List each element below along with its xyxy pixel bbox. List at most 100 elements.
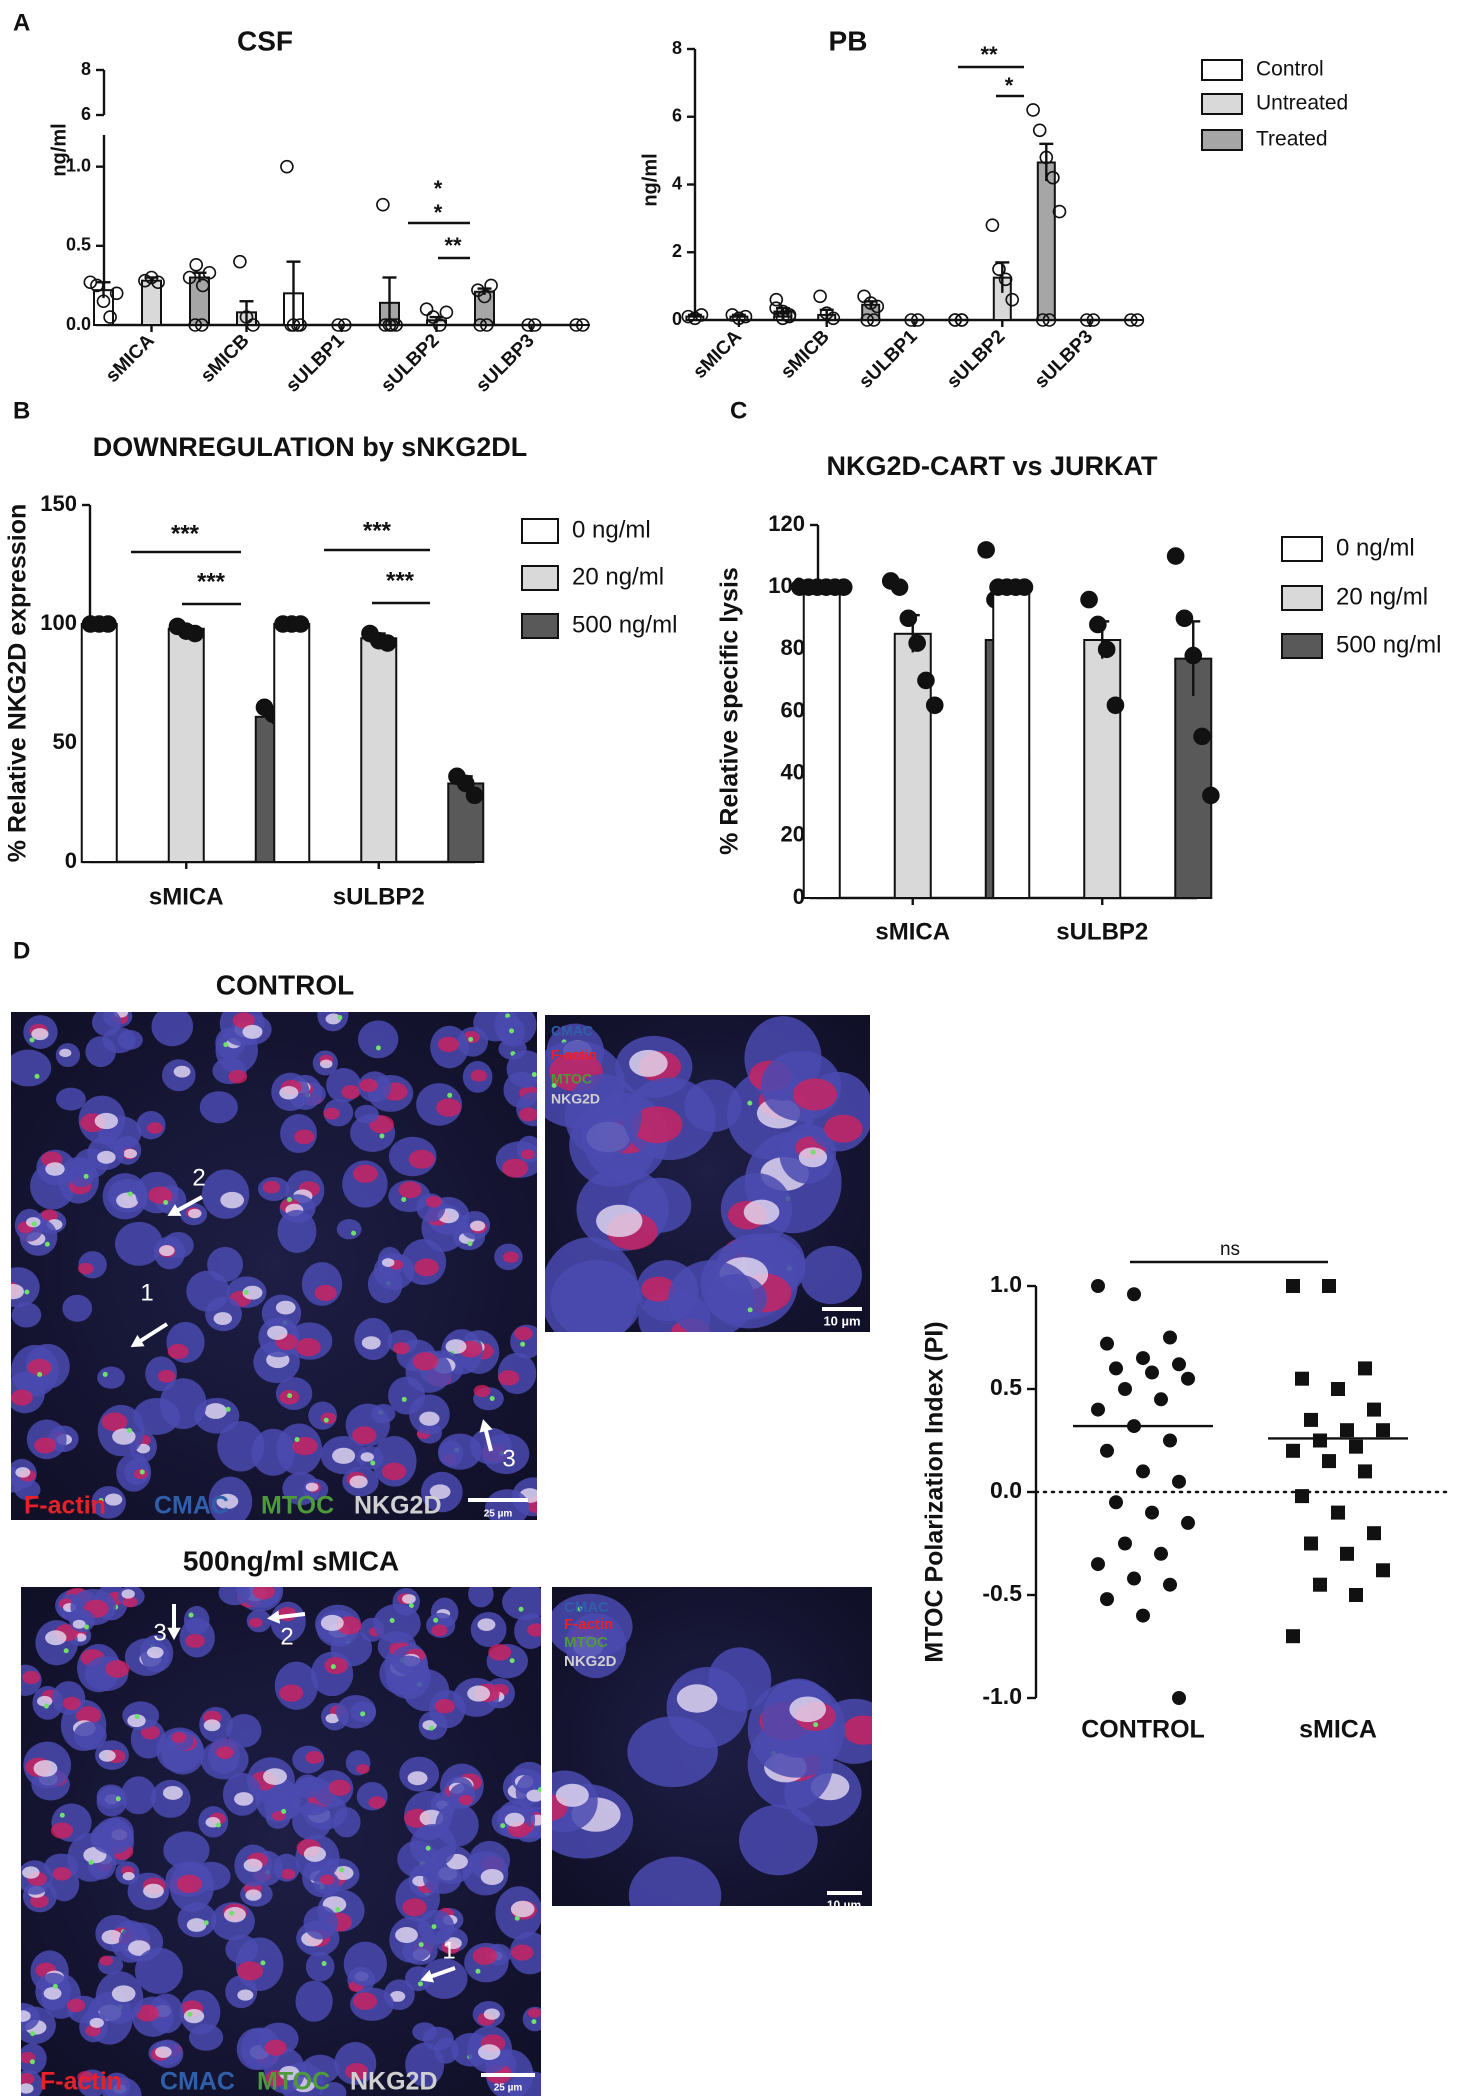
cell-receptor	[21, 2010, 31, 2022]
scale-label: 10 µm	[827, 1898, 861, 1912]
cell-receptor	[444, 1937, 462, 1950]
cell-actin	[252, 1587, 275, 1600]
data-point	[1166, 547, 1185, 565]
mtoc	[447, 1092, 453, 1098]
data-point	[1091, 1279, 1105, 1293]
cell-actin	[78, 1262, 94, 1275]
y-tick-label: 20	[781, 822, 805, 847]
micrograph	[11, 1012, 537, 1520]
cell-receptor	[303, 1846, 327, 1862]
mtoc	[163, 1200, 169, 1206]
mtoc	[203, 1920, 209, 1926]
cell	[386, 1655, 431, 1700]
cell-receptor	[402, 1594, 416, 1604]
y-tick-label: 0.0	[990, 1477, 1022, 1503]
cell	[502, 1587, 541, 1621]
data-point	[1089, 615, 1107, 634]
mtoc	[134, 1714, 140, 1720]
arrow-head	[267, 1610, 281, 1624]
cell-actin	[843, 1715, 872, 1745]
y-axis-label: % Relative specific lysis	[716, 567, 744, 855]
data-point	[985, 218, 1000, 232]
y-tick-label: 50	[53, 729, 77, 754]
cell-receptor	[204, 1403, 227, 1419]
data-point	[1172, 1474, 1186, 1489]
cells	[11, 1012, 537, 1520]
x-tick-label: sMICA	[149, 883, 224, 910]
cell-actin	[66, 1998, 86, 2013]
scale-label: 25 µm	[484, 1509, 513, 1520]
data-point	[1172, 1357, 1186, 1372]
y-tick-label: 0	[672, 309, 682, 329]
data-point	[1046, 170, 1060, 185]
data-point	[1367, 1526, 1381, 1541]
cell-receptor	[37, 1695, 53, 1707]
x-tick-label: sULBP3	[1031, 326, 1097, 392]
significance: *	[434, 176, 443, 201]
chart-title: NKG2D-CART vs JURKAT	[826, 451, 1158, 481]
cell-actin	[272, 1810, 286, 1821]
channel-label: MTOC	[564, 1634, 608, 1651]
cell-actin	[434, 1698, 455, 1714]
data-point	[151, 275, 165, 290]
cell-actin	[392, 1342, 410, 1355]
channel-label: F-actin	[40, 2068, 122, 2096]
data-point	[1322, 1454, 1336, 1469]
data-point	[1154, 1392, 1168, 1407]
cell-actin	[356, 1764, 370, 1774]
data-point	[782, 309, 797, 324]
x-tick-label: sULBP2	[333, 883, 425, 910]
error-bar	[1039, 142, 1054, 182]
cell-actin	[216, 1746, 234, 1760]
cell-actin	[34, 1437, 57, 1454]
cell-actin	[320, 1412, 337, 1425]
mtoc	[551, 1082, 557, 1088]
mtoc	[98, 1498, 104, 1504]
mtoc	[813, 1722, 819, 1728]
cell-receptor	[381, 1258, 395, 1267]
y-tick-label: 0.5	[66, 235, 91, 255]
cell-receptor	[143, 1883, 164, 1899]
data-point	[1052, 204, 1067, 219]
cell	[506, 1050, 537, 1089]
cell-actin	[352, 1426, 377, 1445]
cell-actin	[488, 1644, 512, 1661]
cell-actin	[458, 1794, 473, 1806]
cell-receptor	[325, 1013, 342, 1025]
mtoc	[747, 1100, 753, 1106]
y-tick-label: 4	[672, 173, 682, 193]
cell-receptor	[188, 1208, 202, 1219]
cell	[292, 1802, 332, 1841]
cell-receptor	[147, 1646, 164, 1659]
mtoc	[339, 1867, 345, 1873]
mtoc	[115, 1796, 121, 1802]
data-point	[1100, 1443, 1114, 1458]
data-point	[99, 615, 117, 633]
cell-actin	[122, 1596, 138, 1608]
cell-receptor	[555, 1783, 589, 1807]
data-point	[1376, 1423, 1390, 1438]
cell	[468, 1587, 494, 1608]
mtoc	[102, 1371, 108, 1377]
data-point	[1349, 1439, 1363, 1454]
data-point	[109, 286, 124, 301]
cell	[226, 1714, 262, 1748]
data-point	[1175, 609, 1194, 628]
error-bar	[995, 261, 1010, 293]
cell	[69, 1166, 94, 1188]
cell-actin	[146, 1122, 163, 1134]
data-point	[1036, 313, 1050, 327]
cell	[151, 1012, 194, 1047]
y-tick-label: 60	[781, 697, 805, 722]
cell	[800, 1245, 862, 1305]
data-point	[1349, 1588, 1363, 1602]
data-point	[1331, 1505, 1345, 1520]
mtoc	[84, 1624, 90, 1630]
legend-swatch	[1281, 585, 1323, 611]
cell	[319, 2081, 347, 2096]
cell-actin	[21, 2073, 35, 2085]
data-point	[1118, 1536, 1132, 1551]
y-tick-label: 100	[40, 610, 77, 635]
cell-actin	[101, 1412, 128, 1432]
cell-receptor	[467, 1685, 491, 1702]
